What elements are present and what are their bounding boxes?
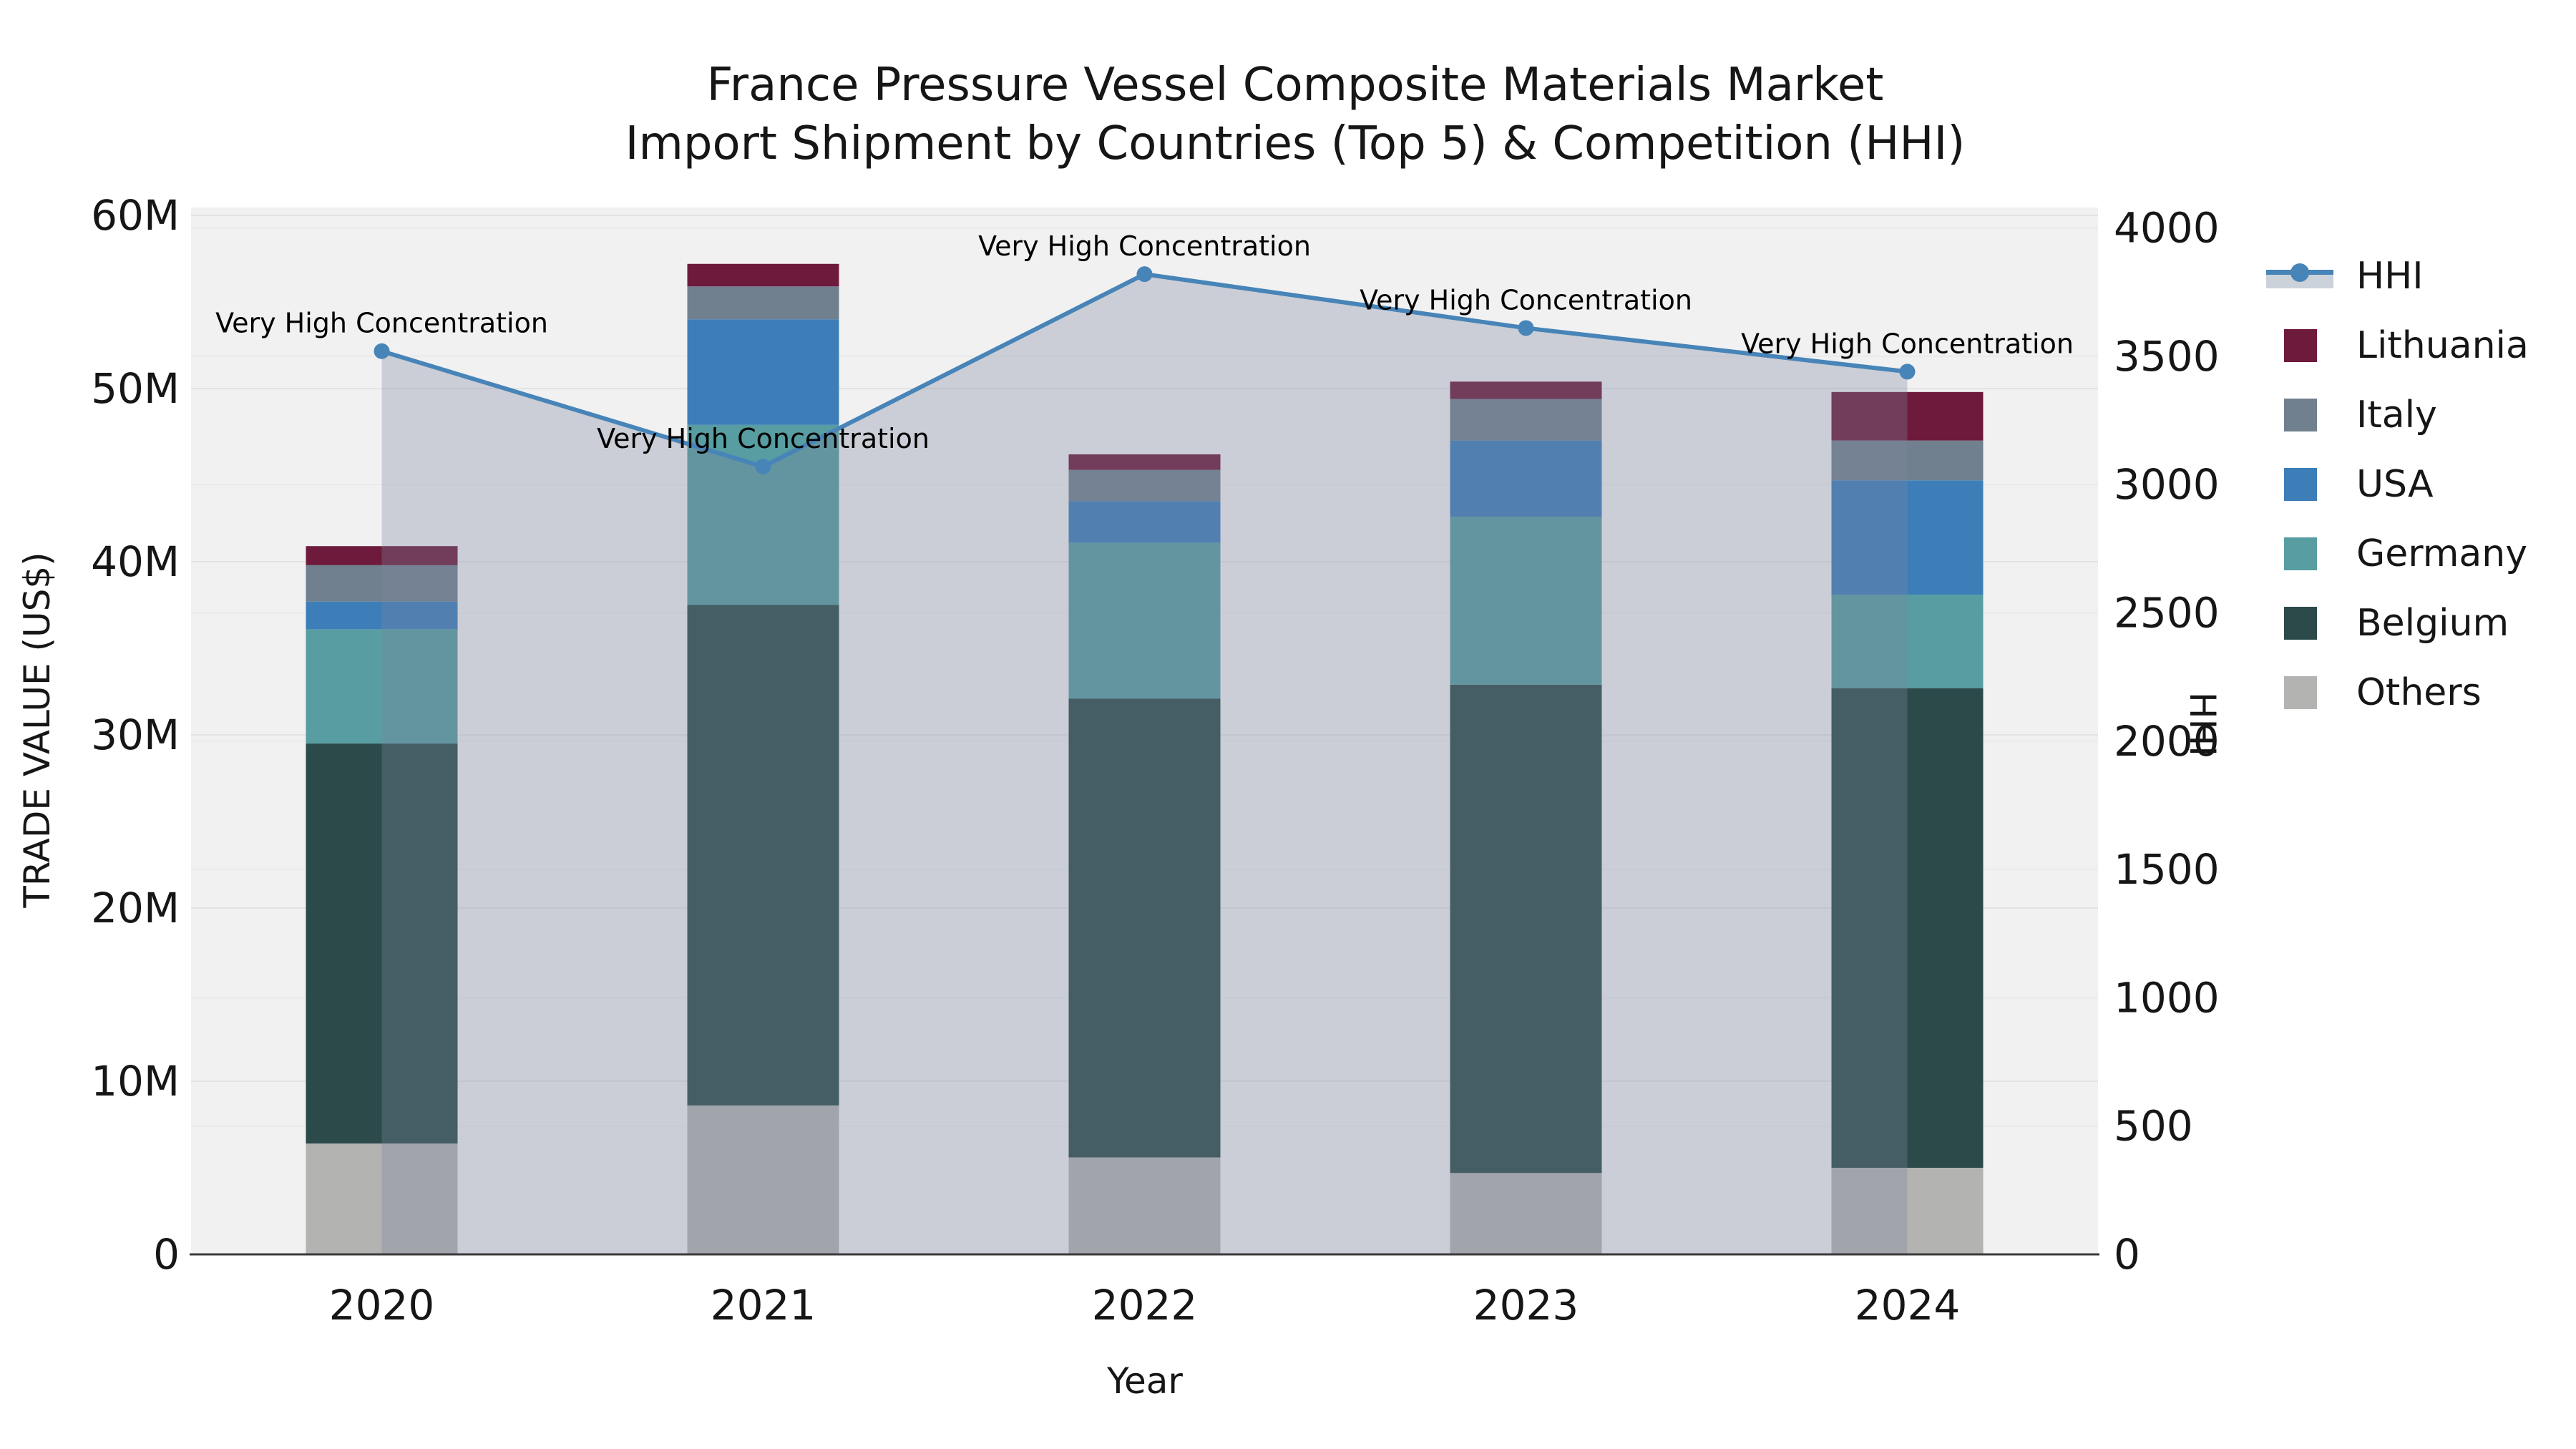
- legend-item-usa: USA: [2265, 449, 2529, 519]
- hhi-marker-2022: [1136, 266, 1153, 283]
- chart-title-line2: Import Shipment by Countries (Top 5) & C…: [625, 117, 1966, 170]
- y-left-tick-label-40M: 40M: [91, 537, 180, 586]
- bar-segment-lithuania-2022: [1068, 454, 1221, 470]
- legend-label: HHI: [2356, 254, 2424, 298]
- bar-segment-italy-2024: [1831, 440, 1984, 481]
- legend-label: Germany: [2356, 532, 2528, 575]
- legend-item-hhi: HHI: [2265, 241, 2529, 311]
- bar-segment-others-2021: [687, 1105, 839, 1254]
- legend-item-others: Others: [2265, 658, 2529, 727]
- bar-segment-usa-2024: [1831, 480, 1984, 595]
- bar-segment-others-2024: [1831, 1168, 1984, 1254]
- bar-segment-italy-2020: [306, 565, 458, 602]
- legend-color-swatch: [2284, 398, 2317, 431]
- x-tick-label-2020: 2020: [329, 1281, 435, 1330]
- bar-segment-usa-2020: [306, 601, 458, 630]
- y-left-tick-label-60M: 60M: [91, 191, 180, 240]
- x-tick-label-2023: 2023: [1473, 1281, 1579, 1330]
- y-right-tick-label-2500: 2500: [2114, 589, 2220, 638]
- y-right-tick-label-1000: 1000: [2114, 973, 2220, 1022]
- y-left-tick-label-0: 0: [153, 1230, 180, 1279]
- bar-segment-lithuania-2023: [1450, 381, 1602, 399]
- y-right-tick-label-3000: 3000: [2114, 460, 2220, 509]
- bar-segment-usa-2022: [1068, 501, 1221, 543]
- hhi-area-fill: [381, 274, 1908, 1255]
- hhi-marker-2023: [1518, 320, 1534, 336]
- y-right-tick-label-3500: 3500: [2114, 332, 2220, 381]
- chart-title: France Pressure Vessel Composite Materia…: [7, 56, 2576, 173]
- x-tick-label-2024: 2024: [1855, 1281, 1961, 1330]
- bar-segment-belgium-2022: [1068, 698, 1221, 1158]
- annotation-2021: Very High Concentration: [597, 423, 930, 454]
- legend-label: Others: [2356, 670, 2482, 714]
- bar-segment-belgium-2020: [306, 743, 458, 1144]
- legend-color-swatch: [2284, 675, 2317, 709]
- bar-segment-belgium-2021: [687, 605, 839, 1106]
- legend-label: Italy: [2356, 393, 2437, 436]
- y-right-tick-label-1500: 1500: [2114, 845, 2220, 894]
- annotation-2024: Very High Concentration: [1741, 328, 2074, 359]
- bar-segment-others-2022: [1068, 1157, 1221, 1254]
- bar-segment-germany-2021: [687, 424, 839, 605]
- bar-segment-germany-2022: [1068, 542, 1221, 699]
- y-right-tick-label-2000: 2000: [2114, 717, 2220, 766]
- legend-swatch-icon: [2265, 675, 2336, 711]
- bar-segment-others-2020: [306, 1143, 458, 1254]
- bar-segment-lithuania-2024: [1831, 391, 1984, 441]
- legend-label: USA: [2356, 462, 2434, 506]
- bar-segment-italy-2023: [1450, 399, 1602, 441]
- y-left-tick-label-30M: 30M: [91, 711, 180, 759]
- legend-swatch-icon: [2265, 467, 2336, 502]
- legend-item-belgium: Belgium: [2265, 588, 2529, 658]
- bar-segment-lithuania-2020: [306, 546, 458, 565]
- y-left-tick-label-20M: 20M: [91, 884, 180, 932]
- hhi-marker-2024: [1899, 364, 1916, 380]
- x-axis-title: Year: [1107, 1360, 1183, 1402]
- y-left-tick-label-50M: 50M: [91, 364, 180, 413]
- bar-segment-lithuania-2021: [687, 263, 839, 287]
- bar-segment-italy-2021: [687, 286, 839, 320]
- y-right-tick-label-500: 500: [2114, 1102, 2193, 1151]
- bar-segment-germany-2024: [1831, 594, 1984, 688]
- hhi-marker-2020: [374, 343, 390, 359]
- legend-swatch-icon: [2265, 605, 2336, 641]
- bar-segment-germany-2020: [306, 629, 458, 744]
- x-tick-label-2022: 2022: [1092, 1281, 1198, 1330]
- legend-line-sample-icon: [2265, 258, 2336, 294]
- hhi-marker-2021: [755, 459, 771, 475]
- legend-item-italy: Italy: [2265, 380, 2529, 449]
- bar-segment-belgium-2023: [1450, 684, 1602, 1174]
- legend-swatch-icon: [2265, 397, 2336, 433]
- annotation-2022: Very High Concentration: [978, 230, 1311, 262]
- legend-color-swatch: [2284, 467, 2317, 501]
- bar-segment-italy-2022: [1068, 469, 1221, 502]
- annotation-2020: Very High Concentration: [215, 308, 548, 339]
- bar-segment-others-2023: [1450, 1173, 1602, 1254]
- legend-label: Belgium: [2356, 601, 2509, 645]
- legend: HHI Lithuania Italy USA Germany Belgium Others: [2265, 241, 2529, 727]
- bar-segment-usa-2023: [1450, 440, 1602, 517]
- x-tick-label-2021: 2021: [711, 1281, 816, 1330]
- legend-swatch-icon: [2265, 328, 2336, 364]
- legend-hhi-marker: [2290, 263, 2309, 282]
- y-left-tick-label-10M: 10M: [91, 1057, 180, 1106]
- legend-item-lithuania: Lithuania: [2265, 311, 2529, 380]
- bar-segment-germany-2023: [1450, 517, 1602, 685]
- y-right-tick-label-4000: 4000: [2114, 204, 2220, 253]
- bar-segment-belgium-2024: [1831, 688, 1984, 1168]
- y-right-tick-label-0: 0: [2114, 1230, 2140, 1279]
- bar-segment-usa-2021: [687, 319, 839, 425]
- legend-swatch-icon: [2265, 536, 2336, 572]
- annotation-2023: Very High Concentration: [1360, 284, 1692, 316]
- legend-color-swatch: [2284, 537, 2317, 570]
- legend-color-swatch: [2284, 606, 2317, 640]
- chart-title-line1: France Pressure Vessel Composite Materia…: [706, 59, 1884, 112]
- legend-color-swatch: [2284, 328, 2317, 362]
- legend-label: Lithuania: [2356, 323, 2529, 367]
- legend-item-germany: Germany: [2265, 519, 2529, 588]
